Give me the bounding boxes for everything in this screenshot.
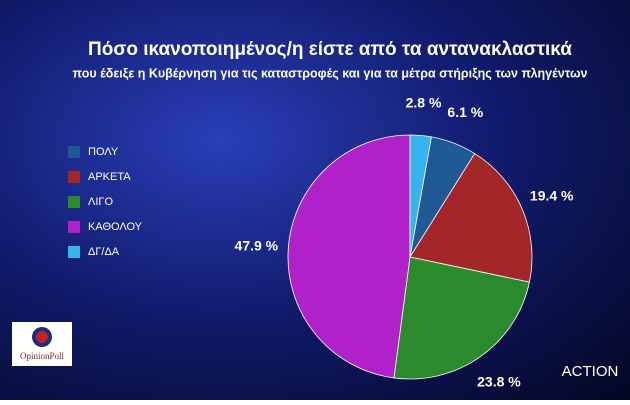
legend-label: ΠΟΛΥ [88, 146, 119, 158]
value-label: 47.9 % [235, 238, 279, 254]
pollster-logo-icon [36, 331, 48, 343]
value-label: 2.8 % [406, 94, 442, 110]
legend-swatch [68, 171, 80, 183]
pie-slice [393, 256, 530, 380]
legend-swatch [68, 146, 80, 158]
value-label: 19.4 % [530, 187, 574, 203]
legend-swatch [68, 221, 80, 233]
legend-swatch [68, 196, 80, 208]
value-label: 23.8 % [477, 373, 521, 389]
pie-slice [409, 134, 432, 258]
chart-title: Πόσο ικανοποιημένος/η είστε από τα ανταν… [88, 39, 572, 60]
value-label: 6.1 % [447, 104, 483, 120]
channel-logo-text: ACTION [562, 363, 619, 380]
legend-label: ΑΡΚΕΤΑ [88, 171, 131, 183]
legend-label: ΛΙΓΟ [88, 196, 113, 208]
pie-slice [409, 153, 533, 283]
chart-subtitle: που έδειξε η Κυβέρνηση για τις καταστροφ… [73, 66, 588, 80]
pollster-logo-text: OpinionPoll [20, 351, 65, 361]
legend-label: ΔΓ/ΔΑ [88, 246, 120, 258]
pie-slice [287, 134, 411, 379]
legend-label: ΚΑΘΟΛΟΥ [88, 221, 143, 233]
legend-swatch [68, 246, 80, 258]
